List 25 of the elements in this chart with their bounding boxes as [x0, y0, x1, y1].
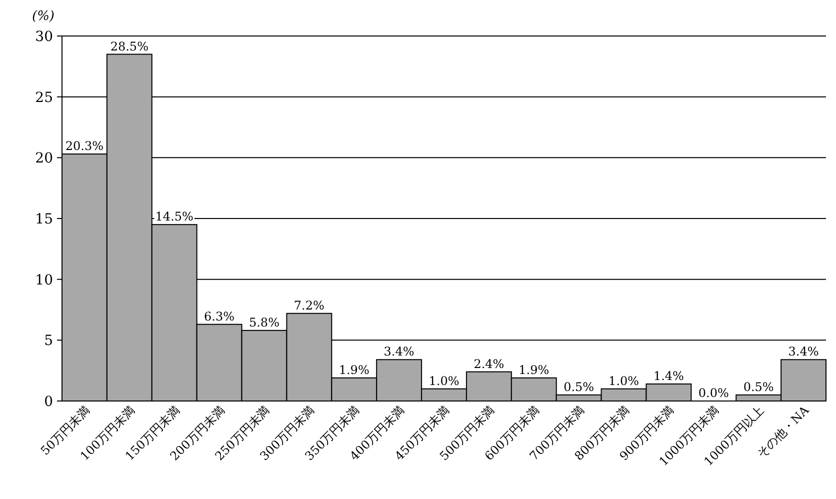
data-label: 1.4%	[653, 368, 684, 383]
data-label: 14.5%	[155, 210, 194, 224]
y-tick-label: 15	[35, 212, 53, 228]
y-tick-label: 10	[35, 272, 53, 288]
data-label: 1.0%	[428, 374, 460, 388]
data-label: 0.5%	[743, 380, 774, 394]
data-label: 3.4%	[384, 344, 414, 359]
data-label: 1.0%	[608, 374, 640, 388]
y-tick-label: 0	[44, 394, 53, 410]
data-label: 3.4%	[788, 344, 819, 359]
data-label: 1.9%	[338, 362, 370, 377]
data-label: 28.5%	[110, 39, 148, 54]
y-tick-label: 20	[35, 150, 53, 167]
data-label: 2.4%	[474, 356, 504, 371]
data-label: 5.8%	[248, 315, 280, 330]
data-label: 7.2%	[294, 298, 324, 312]
y-tick-label: 30	[35, 29, 53, 45]
data-label: 0.5%	[564, 380, 594, 394]
y-axis-title: (%)	[32, 9, 54, 24]
data-label: 1.9%	[518, 362, 550, 377]
data-label: 20.3%	[65, 139, 104, 154]
data-label: 6.3%	[204, 309, 235, 324]
y-tick-label: 5	[44, 333, 53, 350]
data-label: 0.0%	[698, 386, 729, 400]
y-tick-label: 25	[35, 90, 53, 106]
